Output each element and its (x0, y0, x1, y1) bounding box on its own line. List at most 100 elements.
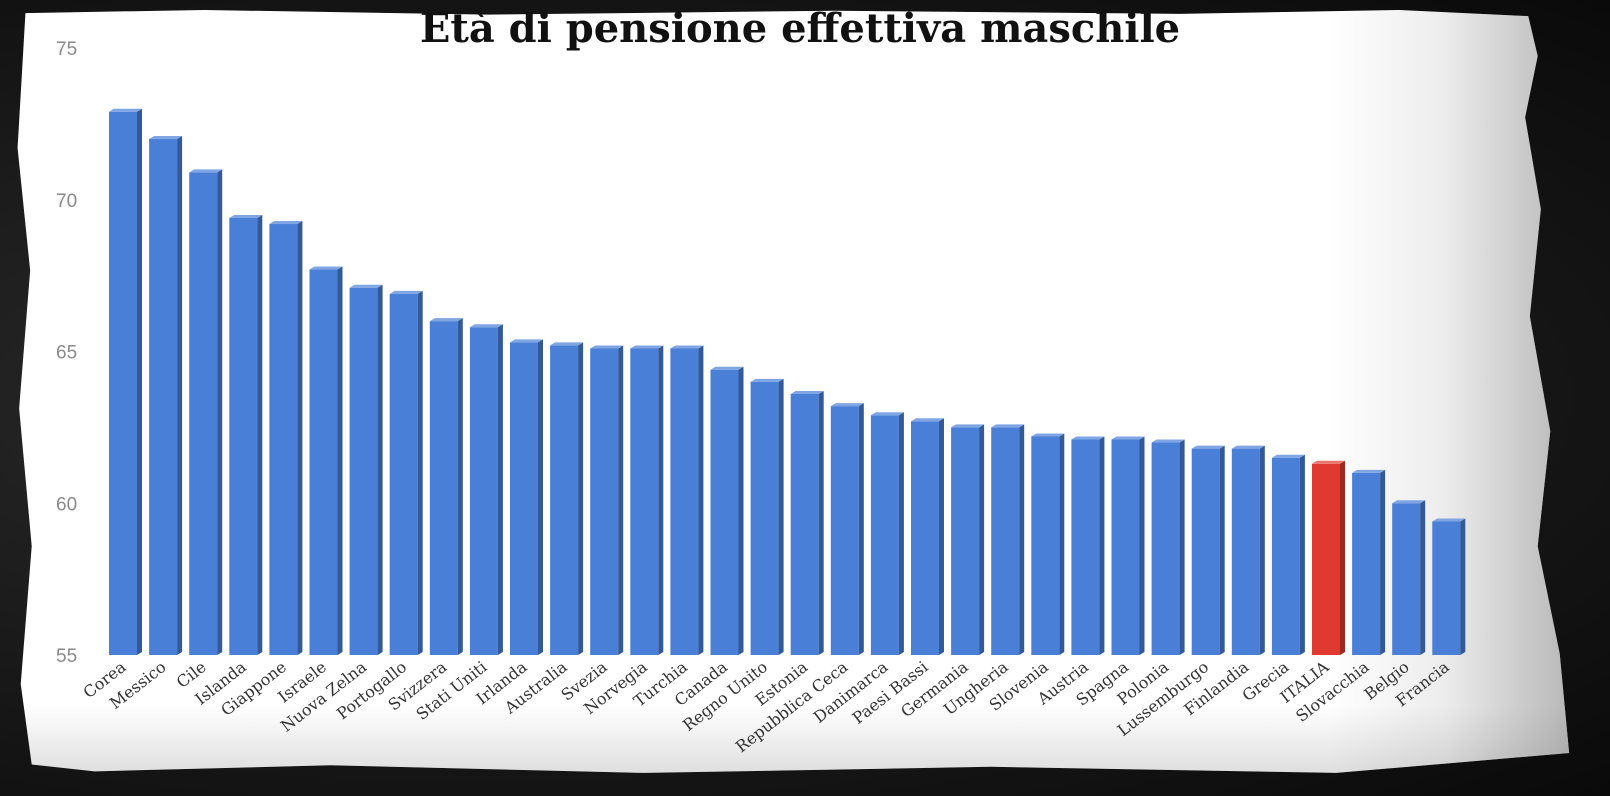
bar-side (1299, 454, 1305, 655)
bar (630, 345, 664, 655)
bar-side (257, 214, 263, 655)
bar-top (349, 284, 383, 288)
bar (429, 318, 463, 655)
bar-side (939, 418, 944, 655)
y-axis: 55 60 65 70 75 (56, 39, 77, 667)
bar-front (1392, 503, 1421, 655)
bar-side (898, 412, 904, 655)
bar-top (1432, 518, 1466, 522)
bar-top (1352, 469, 1386, 473)
bar-top (510, 339, 543, 343)
bar-front (1352, 472, 1381, 655)
y-tick-label: 75 (56, 39, 77, 60)
paper-shade-bottom (17, 706, 1570, 773)
bar-side (979, 424, 985, 655)
bar-side (778, 378, 784, 655)
bar-side (1340, 460, 1345, 655)
bar (790, 390, 824, 655)
bar-top (991, 424, 1025, 428)
bar-front (1191, 448, 1220, 655)
bar-front (469, 327, 498, 655)
bar-side (1179, 439, 1185, 655)
bar-front (1432, 521, 1461, 655)
bar (189, 169, 223, 655)
bar (991, 424, 1025, 655)
bar-side (538, 339, 543, 655)
bar-side (217, 169, 223, 655)
bar (750, 378, 784, 655)
bar-side (1380, 469, 1386, 655)
bar-side (818, 390, 824, 655)
bar-top (429, 318, 463, 322)
bar-top (1071, 436, 1105, 440)
bar-top (1312, 460, 1345, 464)
bar (1111, 436, 1145, 655)
bar-side (1139, 436, 1145, 655)
bar-top (149, 136, 183, 140)
bar-top (1111, 436, 1145, 440)
bars (109, 108, 1466, 656)
bar-top (590, 345, 624, 349)
bar-top (951, 424, 985, 428)
bar (389, 290, 423, 655)
bar-side (297, 221, 303, 655)
bar-front (429, 321, 458, 655)
bar-side (417, 290, 423, 655)
bar-front (189, 172, 218, 655)
bar-side (337, 266, 343, 655)
bar (1352, 469, 1386, 655)
bar-side (698, 345, 704, 655)
bar-front (1151, 442, 1180, 655)
bar-front (1271, 457, 1300, 655)
bar-side (1460, 518, 1466, 655)
y-tick-label: 60 (56, 494, 77, 515)
bar-side (1259, 445, 1265, 655)
bar-top (1191, 445, 1225, 449)
bar-top (1031, 433, 1065, 437)
bar (309, 266, 343, 655)
bar-front (510, 342, 538, 655)
bar-top (1151, 439, 1185, 443)
bar-front (830, 406, 859, 655)
bar-front (870, 415, 899, 655)
bar-top (189, 169, 223, 173)
bar-side (497, 324, 503, 655)
bar-side (1099, 436, 1105, 655)
bar (1231, 445, 1265, 655)
bar-side (1059, 433, 1065, 655)
bar (510, 339, 543, 655)
bar (229, 214, 263, 655)
bar-top (229, 214, 263, 218)
bar-side (137, 108, 142, 656)
bar-top (469, 324, 503, 328)
bar-top (1392, 500, 1426, 504)
bar-front (790, 393, 819, 655)
bar (1432, 518, 1466, 655)
bar (670, 345, 704, 655)
bar-top (269, 221, 303, 225)
bar-front (1071, 439, 1100, 655)
bar-front (309, 269, 338, 655)
chart-title: Età di pensione effettiva maschile (420, 5, 1180, 52)
bar (550, 342, 584, 655)
bar-top (550, 342, 584, 346)
bar-top (750, 378, 784, 382)
y-tick-label: 70 (56, 191, 77, 212)
bar-side (1219, 445, 1225, 655)
bar-top (830, 403, 864, 407)
bar-side (618, 345, 624, 655)
bar-front (149, 139, 178, 656)
bar (349, 284, 383, 655)
bar-front (349, 287, 378, 655)
bar-top (1231, 445, 1265, 449)
bar (1151, 439, 1185, 655)
bar-front (750, 381, 779, 655)
bar-side (578, 342, 584, 655)
bar-front (951, 427, 980, 655)
bar-top (309, 266, 343, 270)
bar (149, 136, 183, 656)
bar-top (1271, 454, 1305, 458)
bar-side (738, 366, 744, 655)
